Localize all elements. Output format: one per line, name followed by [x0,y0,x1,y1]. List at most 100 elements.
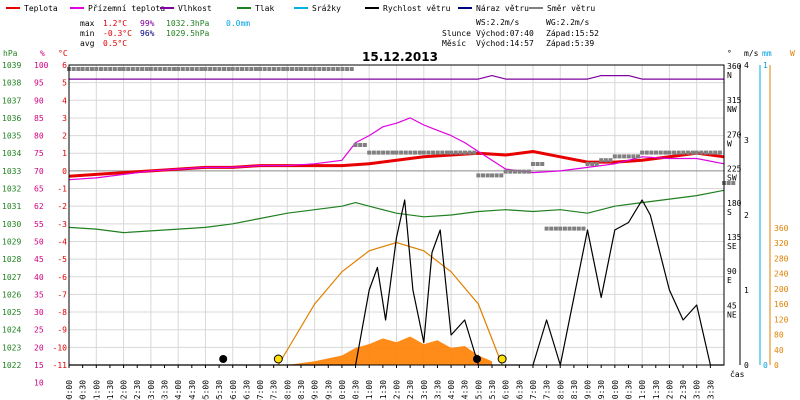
legend-label: Přízemní teplota [88,4,165,13]
direction-point [240,67,245,71]
stat-max-hum: 99% [140,19,155,28]
tick-pressure: 1034 [2,149,21,158]
x-tick-label: 18:30 [570,380,579,400]
direction-point [208,67,213,71]
tick-solar: 120 [774,315,789,324]
direction-point [140,67,145,71]
direction-point [663,150,668,155]
tick-humidity: 50 [34,237,44,246]
direction-point [640,150,645,155]
tick-temperature: 2 [62,132,67,141]
direction-point [180,67,185,71]
tick-temperature: 0 [62,167,67,176]
direction-point [476,173,481,178]
tick-direction: E [727,276,732,285]
tick-temperature: 5 [62,79,67,88]
direction-point [98,67,103,71]
tick-pressure: 1038 [2,79,21,88]
solar-curve [277,241,503,366]
direction-point [385,150,390,155]
x-tick-label: 23:00 [693,380,702,400]
axis-unit-solar: W [790,49,795,58]
chart-title: 15.12.2013 [362,50,438,64]
x-tick-label: 02:00 [120,380,129,400]
tick-humidity: 35 [34,290,44,299]
direction-point [444,150,449,155]
tick-pressure: 1031 [2,202,21,211]
direction-point [312,67,317,71]
x-tick-label: 12:00 [393,380,402,400]
legend-item: Teplota [6,4,58,13]
plot-area [67,64,736,366]
direction-point [226,67,231,71]
legend-label: Náraz větru [476,4,529,13]
stats-panel: max 1.2°C 99% 1032.3hPa 0.0mm min -0.3°C 96% 102… [80,18,599,48]
x-tick-label: 03:30 [161,380,170,400]
direction-point [467,150,472,155]
direction-point [298,67,303,71]
direction-point [526,169,531,174]
direction-point [362,143,367,147]
tick-pressure: 1039 [2,61,21,70]
x-axis-label: čas [730,369,745,379]
legend: Teplota Přízemní teplota Vlhkost Tlak Srážky… [6,4,595,13]
tick-humidity: 40 [34,273,44,282]
direction-point [594,162,599,166]
x-tick-label: 09:30 [324,380,333,400]
direction-point [572,226,577,231]
direction-point [540,162,545,166]
tick-direction: SW [727,174,737,183]
tick-wind: 2 [744,211,749,220]
legend-item: Rychlost větru [365,4,451,13]
direction-point [85,67,90,71]
tick-pressure: 1029 [2,237,21,246]
direction-point [199,67,204,71]
tick-temperature: 6 [62,61,67,70]
tick-solar: 40 [774,346,784,355]
direction-point [340,67,345,71]
sun-rise: Východ:07:40 [476,29,534,38]
direction-point [326,67,331,71]
tick-direction: 90 [727,267,737,276]
tick-humidity: 90 [34,96,44,105]
tick-temperature: -4 [57,237,67,246]
series-line [68,189,725,234]
direction-point [321,67,326,71]
tick-pressure: 1024 [2,326,21,335]
tick-direction: 270 [727,130,742,139]
direction-point [503,169,508,174]
moon-rise: Východ:14:57 [476,39,534,48]
x-tick-label: 19:00 [584,380,593,400]
direction-point [126,67,131,71]
grid [68,64,725,366]
axes: hPa% °C1039103810371036103510341033103210… [2,49,795,388]
x-tick-label: 05:00 [201,380,210,400]
direction-point [376,150,381,155]
x-tick-label: 06:00 [229,380,238,400]
x-tick-label: 19:30 [597,380,606,400]
x-tick-label: 15:00 [474,380,483,400]
direction-point [349,67,354,71]
stat-max-press: 1032.3hPa [166,19,210,28]
x-tick-label: 00:30 [79,380,88,400]
direction-point [112,67,117,71]
tick-direction: 180 [727,199,742,208]
x-tick-label: 04:30 [188,380,197,400]
tick-pressure: 1027 [2,273,21,282]
tick-pressure: 1022 [2,361,21,370]
direction-point [108,67,113,71]
tick-humidity: 15 [34,361,44,370]
direction-point [271,67,276,71]
direction-point [162,67,167,71]
direction-point [217,67,222,71]
x-tick-label: 07:30 [270,380,279,400]
direction-point [440,150,445,155]
legend-item: Srážky [294,4,341,13]
legend-item: Přízemní teplota [70,4,165,13]
sunrise-marker [273,354,283,364]
tick-temperature: 4 [62,96,67,105]
tick-humidity: 70 [34,167,44,176]
stat-min-temp: -0.3°C [103,29,132,38]
direction-point [148,67,153,71]
